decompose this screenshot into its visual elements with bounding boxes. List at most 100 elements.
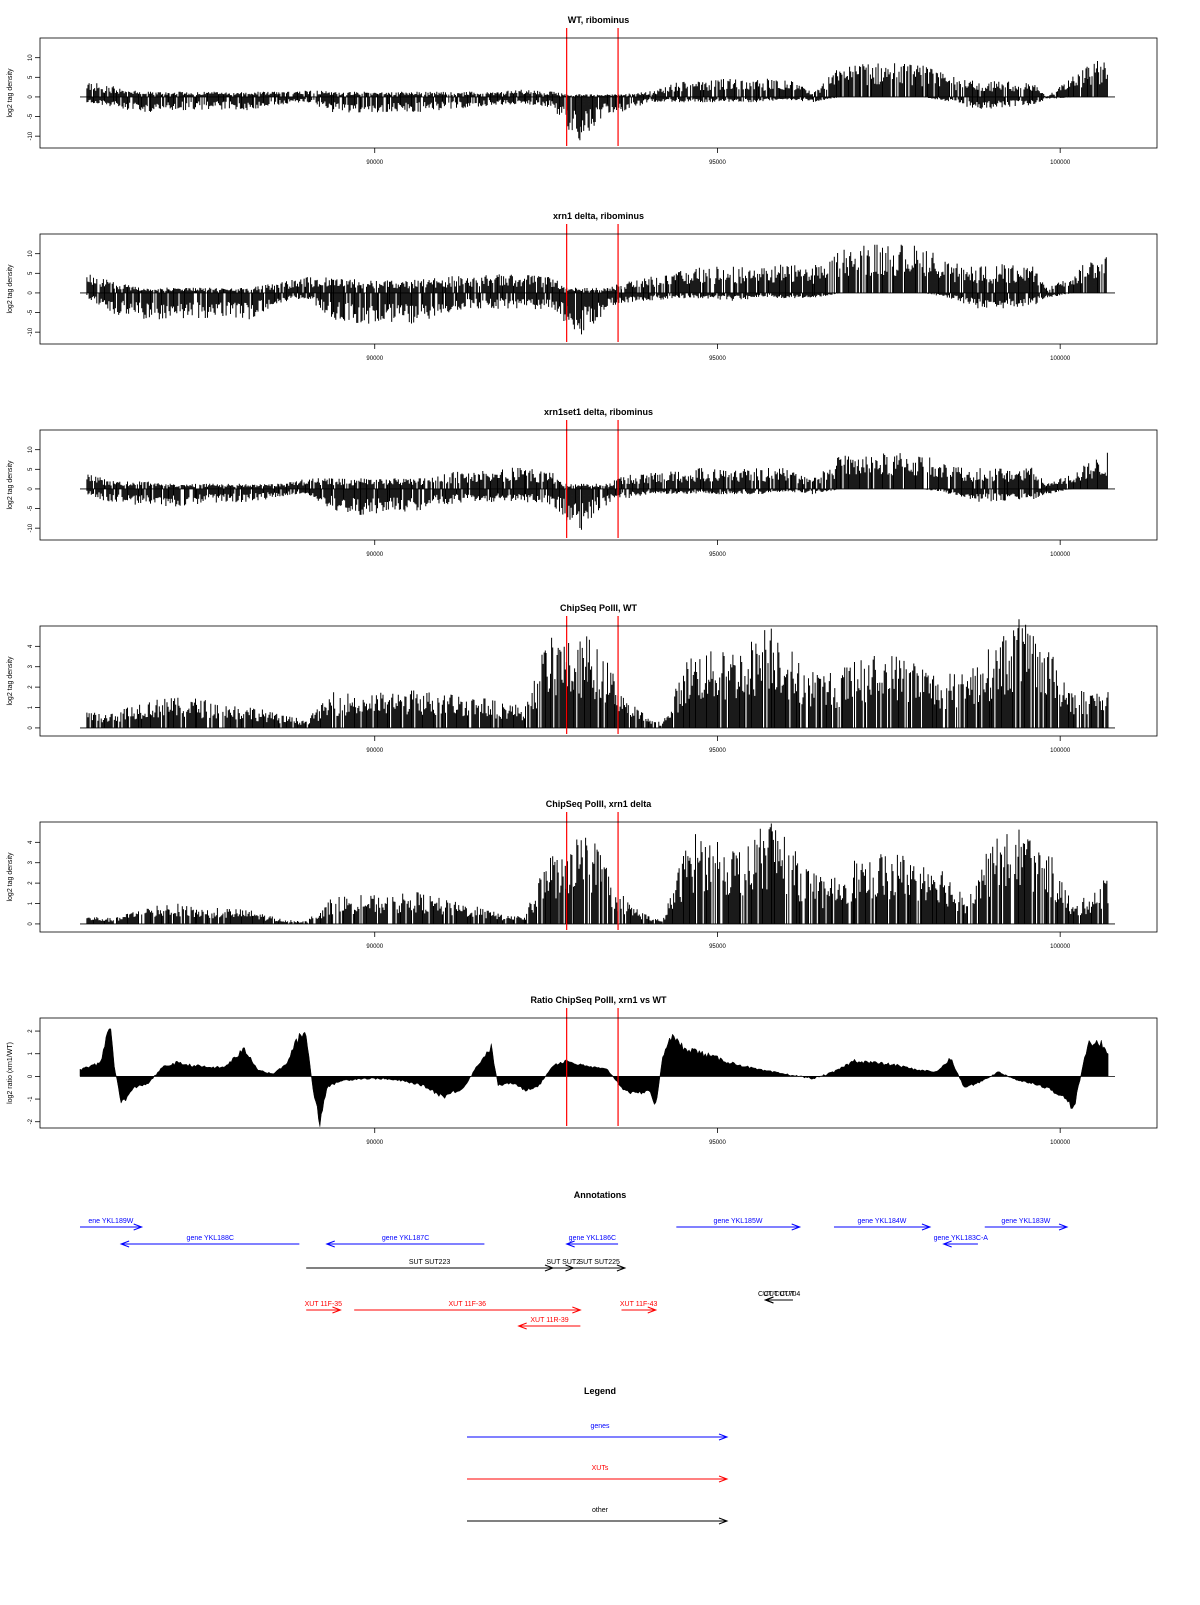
x-tick-label: 95000 — [709, 1140, 726, 1146]
x-tick-label: 90000 — [366, 160, 383, 166]
x-tick-label: 95000 — [709, 748, 726, 754]
arrow-head-right — [647, 1306, 658, 1314]
x-tick-label: 95000 — [709, 160, 726, 166]
x-tick-label: 90000 — [366, 552, 383, 558]
x-tick-label: 90000 — [366, 748, 383, 754]
panel-frame — [39, 233, 1158, 345]
annotation-label: gene YKL184W — [857, 1218, 906, 1225]
y-tick-label: 2 — [28, 685, 34, 689]
x-tick-label: 100000 — [1050, 160, 1071, 166]
panel-frame — [39, 1017, 1158, 1129]
y-tick-label: 0 — [28, 922, 34, 926]
panel-title: WT, ribominus — [568, 15, 630, 25]
legend-item-label: XUTs — [592, 1465, 609, 1472]
x-tick-label: 90000 — [366, 944, 383, 950]
legend-item-label: other — [592, 1507, 609, 1514]
panel-title: ChipSeq PolII, xrn1 delta — [546, 799, 653, 809]
y-tick-label: 3 — [28, 664, 34, 668]
annotation-label: SUT SUT223 — [409, 1259, 451, 1266]
y-tick-label: -5 — [28, 113, 34, 119]
panel-title: Ratio ChipSeq PolII, xrn1 vs WT — [530, 995, 667, 1005]
x-tick-label: 95000 — [709, 356, 726, 362]
x-tick-label: 90000 — [366, 1140, 383, 1146]
arrow-head-right — [572, 1306, 582, 1314]
y-axis-label: log2 tag density — [7, 264, 14, 314]
y-tick-label: 0 — [28, 487, 34, 491]
annotation-label: gene YKL187C — [382, 1235, 429, 1242]
panel-title: xrn1set1 delta, ribominus — [544, 407, 653, 417]
y-tick-label: 10 — [28, 250, 34, 257]
y-tick-label: 10 — [28, 54, 34, 61]
x-tick-label: 95000 — [709, 552, 726, 558]
panel-frame — [39, 821, 1158, 933]
legend-item-label: genes — [590, 1423, 610, 1430]
y-tick-label: 5 — [28, 467, 34, 471]
panel-frame — [39, 625, 1158, 737]
y-tick-label: 4 — [28, 840, 34, 844]
ratio-area-series — [79, 1028, 1109, 1127]
annotation-label: gene YKL183W — [1001, 1218, 1050, 1225]
y-tick-label: 2 — [28, 1029, 34, 1033]
arrow-head-right — [332, 1306, 342, 1314]
annotation-label: XUT 11F-35 — [305, 1301, 343, 1308]
y-tick-label: 1 — [28, 705, 34, 709]
arrow-head-right — [133, 1223, 144, 1231]
panel-frame — [39, 429, 1158, 541]
arrow-head-right — [1058, 1223, 1069, 1231]
annotation-label: ene YKL189W — [88, 1218, 133, 1225]
arrow-head-left — [517, 1322, 527, 1330]
y-tick-label: 1 — [28, 901, 34, 905]
y-tick-label: -10 — [28, 327, 34, 336]
x-tick-label: 95000 — [709, 944, 726, 950]
legend-arrow-head — [718, 1475, 729, 1483]
annotation-label: XUT 11R-39 — [530, 1317, 568, 1324]
y-tick-label: 5 — [28, 75, 34, 79]
x-tick-label: 100000 — [1050, 356, 1071, 362]
annotation-label: SUT SUT225 — [578, 1259, 620, 1266]
y-tick-label: 4 — [28, 644, 34, 648]
y-tick-label: 0 — [28, 291, 34, 295]
panel-frame — [39, 37, 1158, 149]
y-tick-label: -1 — [28, 1096, 34, 1102]
panel-title: xrn1 delta, ribominus — [553, 211, 644, 221]
annotation-label: gene YKL186C — [569, 1235, 616, 1242]
density-bars-series — [86, 452, 1108, 530]
y-tick-label: -2 — [28, 1118, 34, 1124]
y-tick-label: 0 — [28, 1074, 34, 1078]
y-tick-label: -10 — [28, 523, 34, 532]
arrow-head-left — [119, 1240, 130, 1248]
x-tick-label: 90000 — [366, 356, 383, 362]
y-axis-label: log2 tag density — [7, 460, 14, 510]
x-tick-label: 100000 — [1050, 944, 1071, 950]
y-axis-label: log2 ratio (xrn1/WT) — [7, 1042, 14, 1104]
y-tick-label: 0 — [28, 95, 34, 99]
density-bars-series — [86, 619, 1109, 728]
density-bars-series — [86, 61, 1108, 141]
y-tick-label: 1 — [28, 1051, 34, 1055]
y-tick-label: 2 — [28, 881, 34, 885]
y-tick-label: -10 — [28, 131, 34, 140]
density-bars-series — [86, 823, 1109, 924]
panel-title: ChipSeq PolII, WT — [560, 603, 637, 613]
y-axis-label: log2 tag density — [7, 656, 14, 706]
y-tick-label: 0 — [28, 726, 34, 730]
annotation-label: CUT CUT — [764, 1291, 795, 1298]
y-tick-label: 5 — [28, 271, 34, 275]
annotation-label: XUT 11F-43 — [620, 1301, 658, 1308]
annotation-label: XUT 11F-36 — [449, 1301, 487, 1308]
annotation-label: SUT SUT2 — [546, 1259, 580, 1266]
legend-arrow-head — [718, 1433, 729, 1441]
arrow-head-left — [565, 1240, 575, 1248]
arrow-head-left — [325, 1240, 335, 1248]
y-tick-label: -5 — [28, 505, 34, 511]
arrow-head-right — [921, 1223, 932, 1231]
arrow-head-right — [616, 1264, 627, 1272]
annotation-label: gene YKL183C-A — [934, 1235, 989, 1242]
y-axis-label: log2 tag density — [7, 852, 14, 902]
arrow-head-left — [764, 1296, 774, 1304]
legend-title: Legend — [584, 1386, 616, 1396]
y-tick-label: 3 — [28, 860, 34, 864]
annotation-label: gene YKL188C — [187, 1235, 234, 1242]
